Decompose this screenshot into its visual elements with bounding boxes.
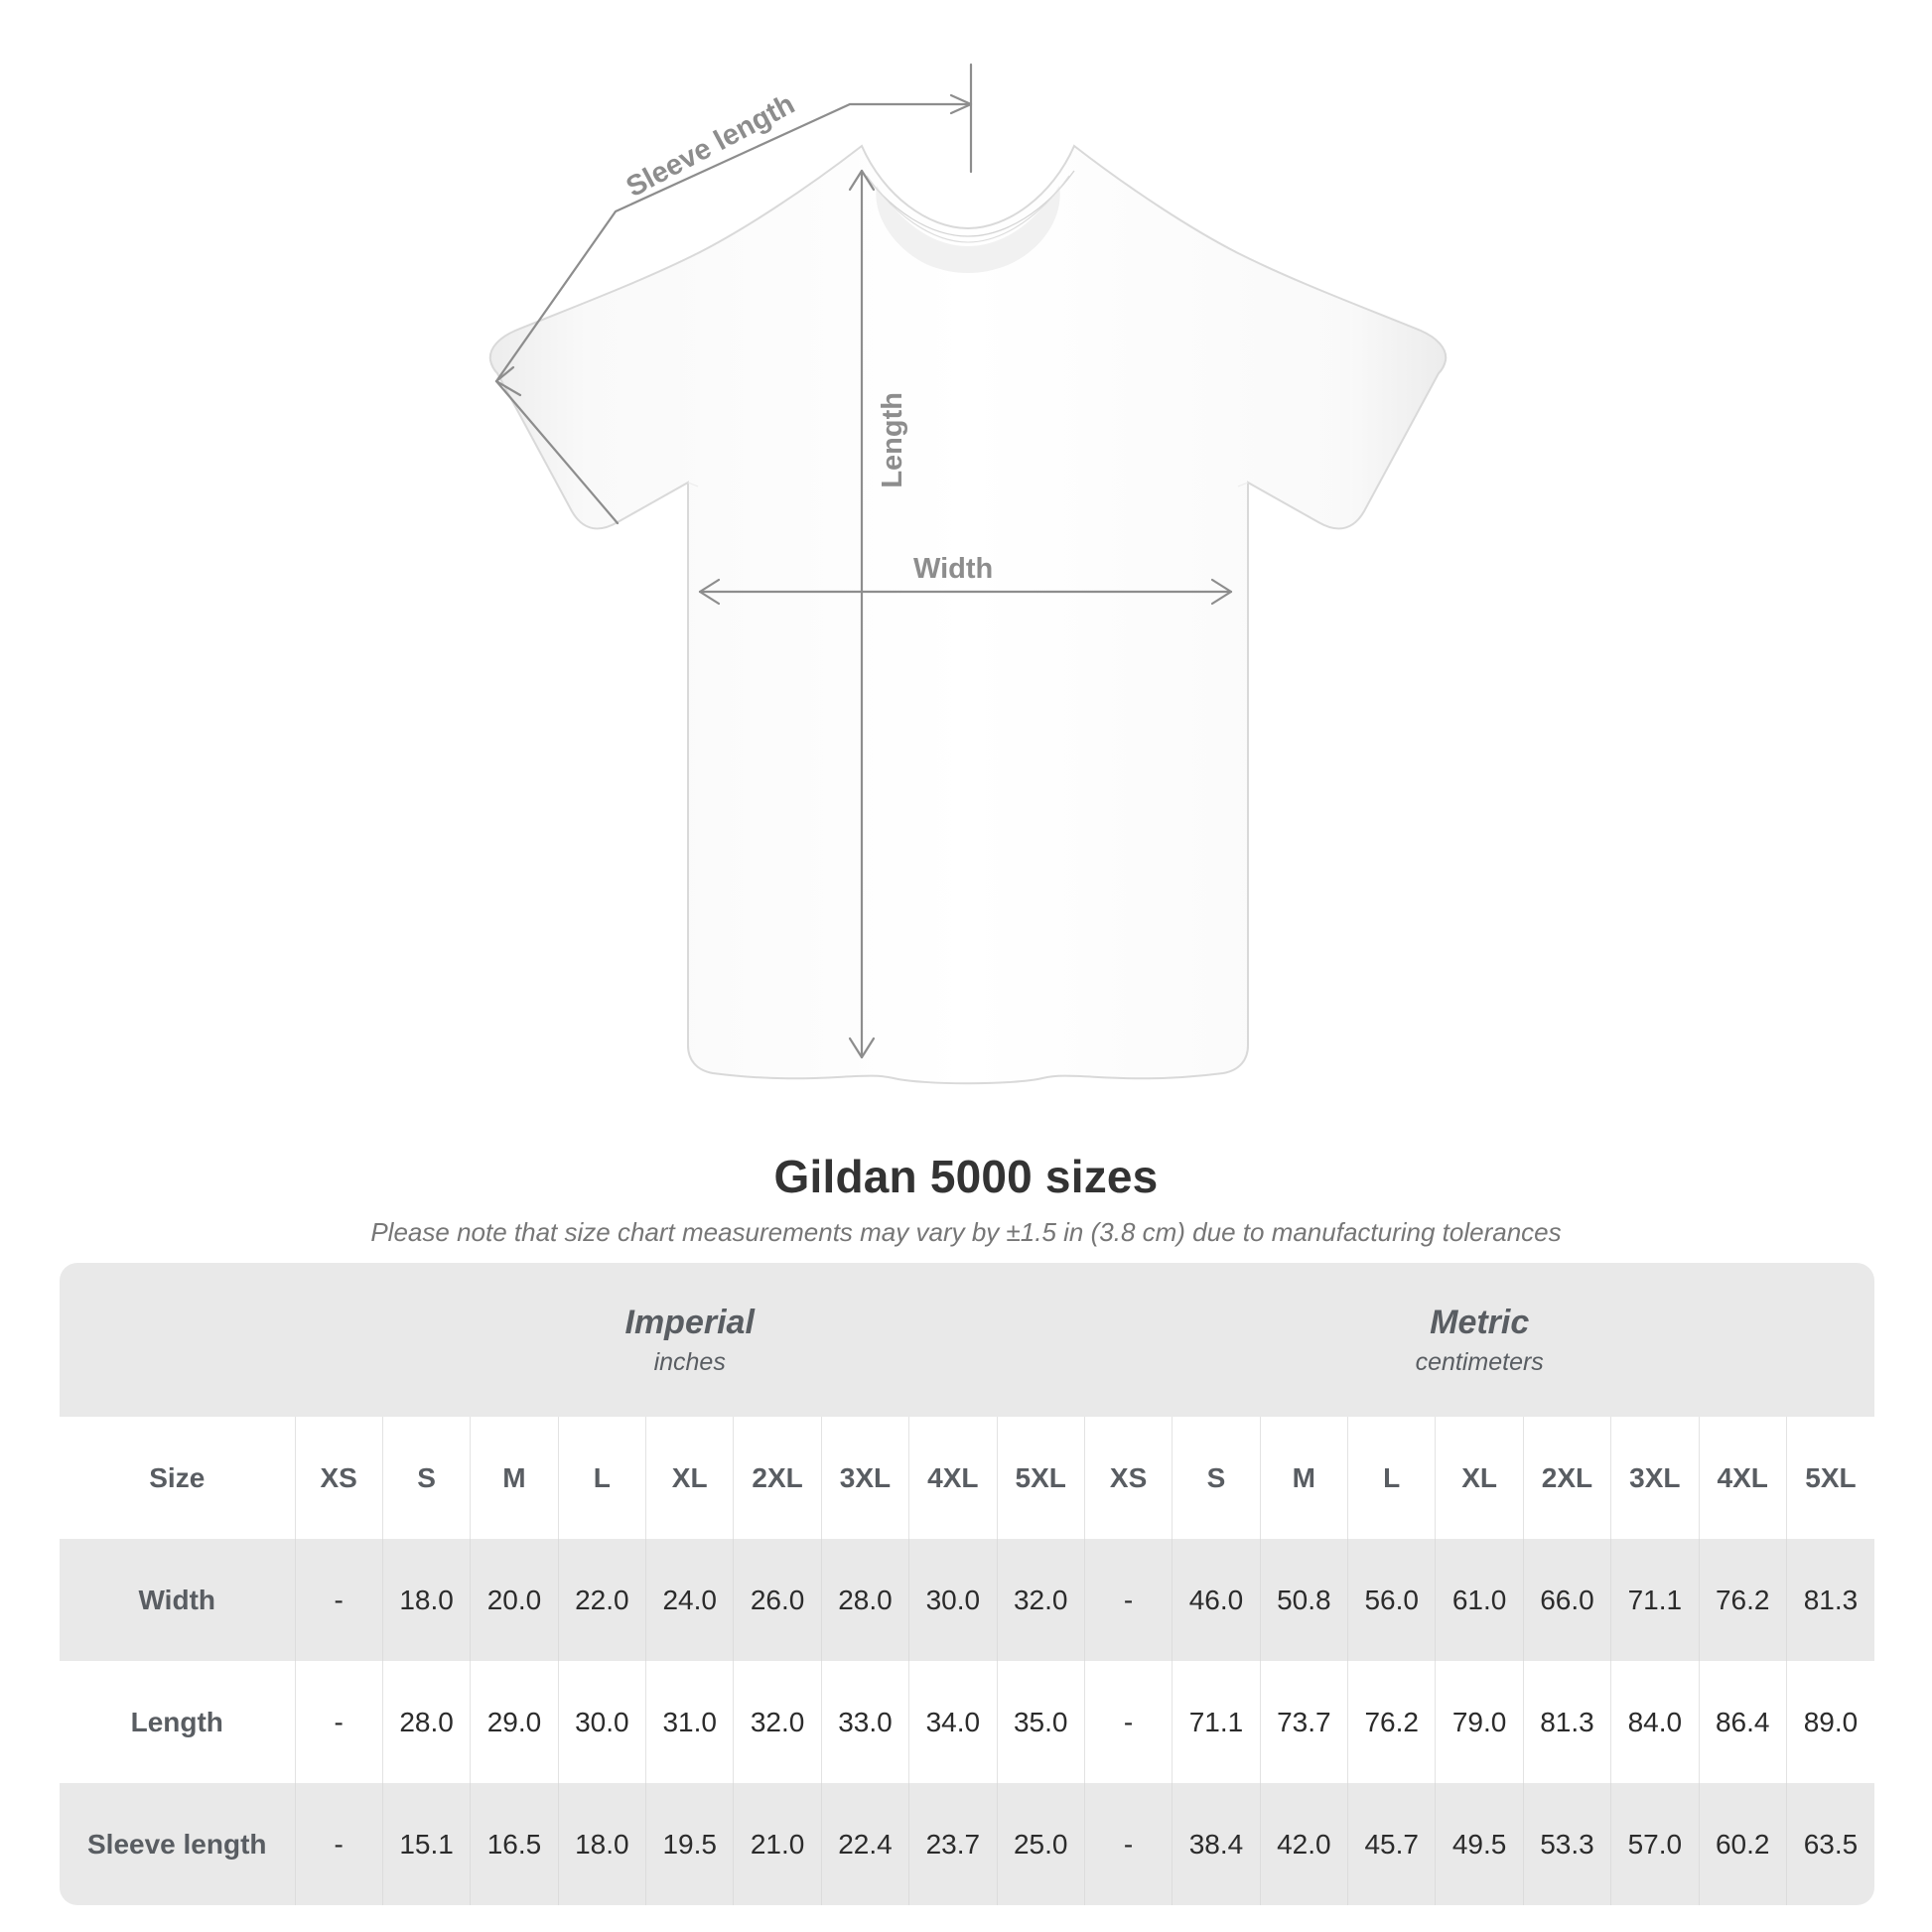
svg-text:Length: Length bbox=[877, 392, 908, 488]
svg-text:Width: Width bbox=[913, 553, 993, 585]
svg-text:Sleeve length: Sleeve length bbox=[621, 88, 800, 204]
